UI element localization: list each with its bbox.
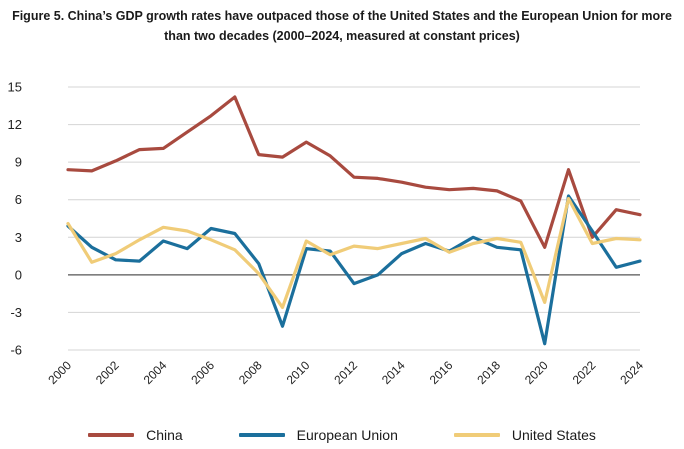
legend-swatch-china	[88, 433, 135, 437]
x-tick-label: 2022	[570, 358, 599, 387]
x-tick-label: 2018	[474, 358, 503, 387]
x-tick-label: 2004	[141, 358, 170, 387]
y-tick-label: 12	[8, 117, 22, 132]
legend-swatch-united-states	[453, 433, 500, 437]
x-tick-label: 2014	[379, 358, 408, 387]
y-tick-label: -6	[10, 343, 22, 358]
x-tick-label: 2012	[331, 358, 360, 387]
x-tick-label: 2024	[617, 358, 646, 387]
legend-swatch-european-union	[238, 433, 285, 437]
x-tick-label: 2000	[45, 358, 74, 387]
line-chart: 15 12 9 6 3 0 -3 -6 2000 2002 2004 2006 2008 2010 2012…	[8, 80, 647, 388]
legend-item-china: China	[88, 427, 183, 443]
y-tick-label: 15	[8, 80, 22, 95]
series-line-china	[66, 95, 642, 249]
x-tick-label: 2002	[93, 358, 122, 387]
x-tick-label: 2006	[188, 358, 217, 387]
x-tick-label: 2020	[522, 358, 551, 387]
legend-item-european-union: European Union	[238, 427, 398, 443]
chart-title-line-1: Figure 5. China’s GDP growth rates have …	[12, 9, 672, 23]
legend-label-european-union: European Union	[296, 427, 398, 443]
x-tick-label: 2008	[236, 358, 265, 387]
x-tick-label: 2016	[427, 358, 456, 387]
legend-label-china: China	[146, 427, 183, 443]
y-tick-label: 6	[15, 192, 22, 207]
legend-label-united-states: United States	[511, 427, 596, 443]
y-tick-label: -3	[10, 305, 22, 320]
series-line-united-states	[66, 196, 642, 309]
series-line-european-union	[66, 194, 642, 346]
chart-title-line-2: than two decades (2000–2024, measured at…	[164, 29, 520, 43]
chart-title: Figure 5. China’s GDP growth rates have …	[0, 6, 684, 46]
y-tick-label: 0	[15, 267, 22, 282]
y-tick-label: 3	[15, 230, 22, 245]
chart-legend: China European Union United States	[0, 427, 684, 443]
y-tick-label: 9	[15, 155, 22, 170]
x-tick-label: 2010	[284, 358, 313, 387]
legend-item-united-states: United States	[453, 427, 596, 443]
